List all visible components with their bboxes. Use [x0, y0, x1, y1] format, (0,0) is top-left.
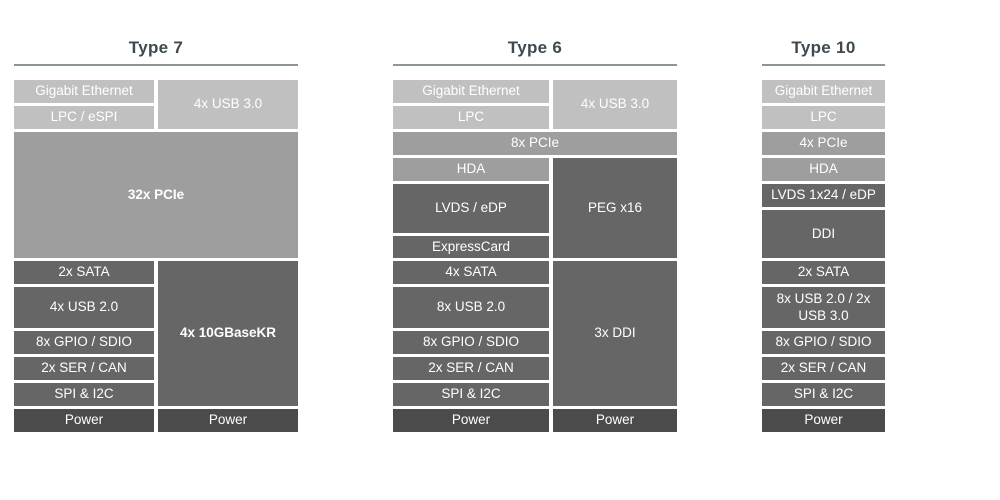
interface-block-gigabit-ethernet: Gigabit Ethernet — [762, 80, 885, 103]
interface-block-8x-gpio-sdio: 8x GPIO / SDIO — [14, 331, 154, 354]
board-type-7: Type 7 Gigabit Ethernet 4x USB 3.0 LPC / e… — [14, 38, 298, 432]
interface-block-2x-ser-can: 2x SER / CAN — [393, 357, 549, 380]
interface-block-4x-sata: 4x SATA — [393, 261, 549, 284]
interface-block-power: Power — [393, 409, 549, 432]
interface-block-hda: HDA — [393, 158, 549, 181]
interface-block-4x-usb-3-0: 4x USB 3.0 — [553, 80, 677, 129]
interface-block-4x-usb-3-0: 4x USB 3.0 — [158, 80, 298, 129]
interface-block-3x-ddi: 3x DDI — [553, 261, 677, 406]
interface-block-power: Power — [553, 409, 677, 432]
interface-block-8x-usb-2-0: 8x USB 2.0 — [393, 287, 549, 328]
interface-block-power: Power — [14, 409, 154, 432]
interface-block-8x-pcie: 8x PCIe — [393, 132, 677, 155]
interface-block-lpc: LPC — [762, 106, 885, 129]
title-underline — [393, 64, 677, 66]
board-title: Type 6 — [507, 38, 563, 57]
board-title: Type 10 — [791, 38, 856, 57]
interface-block-hda: HDA — [762, 158, 885, 181]
title-underline — [14, 64, 298, 66]
board-blocks: Gigabit Ethernet 4x USB 3.0 LPC / eSPI 32x … — [14, 38, 298, 432]
interface-block-spi-i2c: SPI & I2C — [393, 383, 549, 406]
interface-block-lpc-espi: LPC / eSPI — [14, 106, 154, 129]
interface-block-gigabit-ethernet: Gigabit Ethernet — [14, 80, 154, 103]
interface-block-lvds-1x24-edp: LVDS 1x24 / eDP — [762, 184, 885, 207]
interface-block-8x-gpio-sdio: 8x GPIO / SDIO — [393, 331, 549, 354]
interface-block-lpc: LPC — [393, 106, 549, 129]
interface-block-4x-10gbasekr: 4x 10GBaseKR — [158, 261, 298, 406]
interface-block-peg-x16: PEG x16 — [553, 158, 677, 258]
interface-block-4x-pcie: 4x PCIe — [762, 132, 885, 155]
interface-block-4x-usb-2-0: 4x USB 2.0 — [14, 287, 154, 328]
interface-block-2x-ser-can: 2x SER / CAN — [762, 357, 885, 380]
interface-block-spi-i2c: SPI & I2C — [762, 383, 885, 406]
interface-block-lvds-edp: LVDS / eDP — [393, 184, 549, 233]
interface-block-power: Power — [158, 409, 298, 432]
board-blocks: Gigabit Ethernet LPC 4x PCIe HDA LVDS 1x24 /… — [762, 38, 885, 432]
interface-block-32x-pcie: 32x PCIe — [14, 132, 298, 258]
interface-block-8x-usb-2-0-2x-usb-3-0: 8x USB 2.0 / 2x USB 3.0 — [762, 287, 885, 328]
board-type-6: Type 6 Gigabit Ethernet 4x USB 3.0 LPC 8x P… — [393, 38, 677, 432]
board-blocks: Gigabit Ethernet 4x USB 3.0 LPC 8x PCIe HDA P… — [393, 38, 677, 432]
board-title: Type 7 — [128, 38, 184, 57]
interface-block-gigabit-ethernet: Gigabit Ethernet — [393, 80, 549, 103]
interface-block-8x-gpio-sdio: 8x GPIO / SDIO — [762, 331, 885, 354]
interface-block-ddi: DDI — [762, 210, 885, 258]
interface-block-spi-i2c: SPI & I2C — [14, 383, 154, 406]
interface-block-2x-ser-can: 2x SER / CAN — [14, 357, 154, 380]
interface-block-expresscard: ExpressCard — [393, 236, 549, 258]
interface-block-2x-sata: 2x SATA — [14, 261, 154, 284]
title-underline — [762, 64, 885, 66]
board-type-10: Type 10 Gigabit Ethernet LPC 4x PCIe HDA LVD… — [762, 38, 885, 432]
interface-block-2x-sata: 2x SATA — [762, 261, 885, 284]
interface-block-power: Power — [762, 409, 885, 432]
